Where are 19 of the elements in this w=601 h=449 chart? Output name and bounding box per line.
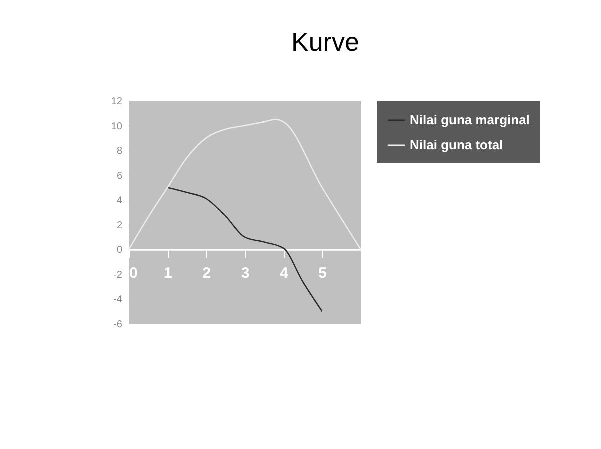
y-tick-label: -4 [114,294,123,306]
y-tick-label: 2 [116,220,123,232]
y-tick-label: 6 [116,170,123,182]
y-tick-label: -2 [114,270,123,281]
chart-title: Kurve [291,27,360,57]
x-tick-label: 2 [202,265,212,282]
y-tick-label: 0 [116,245,123,256]
x-tick-label: 0 [130,265,138,282]
x-tick-label: 3 [241,265,250,282]
y-tick-label: 12 [111,96,123,108]
y-tick-label: 8 [116,146,123,158]
legend-label: Nilai guna total [410,138,504,152]
x-tick-label: 4 [280,265,289,282]
y-tick-label: 4 [116,196,123,207]
y-tick-label: 10 [111,121,123,132]
x-tick-label: 5 [318,265,328,282]
x-tick-label: 1 [164,265,172,282]
y-tick-label: -6 [114,320,123,330]
legend-label: Nilai guna marginal [410,112,530,128]
